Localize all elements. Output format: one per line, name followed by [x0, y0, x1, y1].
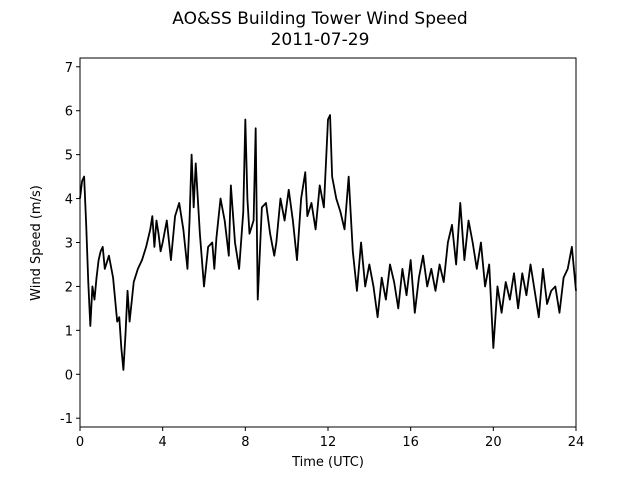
x-tick-label: 12 — [320, 435, 337, 450]
y-tick-label: 7 — [65, 61, 73, 76]
x-axis-label: Time (UTC) — [291, 455, 364, 470]
chart-title: AO&SS Building Tower Wind Speed — [172, 9, 467, 29]
y-tick-label: 0 — [65, 368, 73, 383]
x-tick-label: 24 — [568, 435, 585, 450]
x-tick-label: 20 — [485, 435, 502, 450]
x-tick-label: 16 — [402, 435, 419, 450]
y-tick-label: 4 — [65, 193, 73, 208]
y-tick-label: 1 — [65, 324, 73, 339]
y-tick-label: -1 — [60, 412, 73, 427]
y-tick-label: 3 — [65, 237, 73, 252]
data-line — [79, 114, 577, 371]
x-tick-label: 4 — [159, 435, 167, 450]
x-tick-label: 8 — [241, 435, 249, 450]
plot-frame — [79, 57, 577, 428]
y-tick-label: 6 — [65, 105, 73, 120]
chart-subtitle: 2011-07-29 — [271, 30, 370, 50]
y-tick-label: 2 — [65, 280, 73, 295]
y-axis-label: Wind Speed (m/s) — [29, 185, 44, 301]
x-tick-label: 0 — [76, 435, 84, 450]
y-tick-label: 5 — [65, 149, 73, 164]
